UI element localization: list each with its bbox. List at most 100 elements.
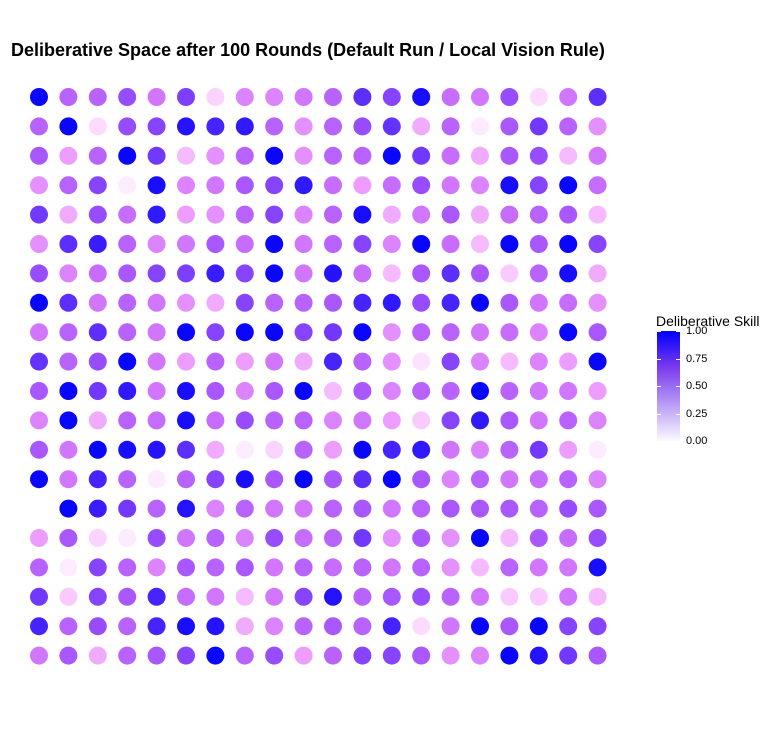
data-point	[265, 499, 284, 518]
data-point	[500, 323, 519, 342]
data-point	[177, 235, 195, 253]
data-point	[559, 558, 578, 577]
data-point	[588, 352, 607, 371]
data-point	[30, 176, 48, 195]
data-point	[353, 235, 372, 253]
data-point	[88, 176, 107, 195]
data-point	[59, 323, 78, 342]
data-point	[441, 617, 460, 636]
data-point	[294, 646, 313, 665]
data-point	[235, 176, 254, 195]
data-point	[88, 235, 107, 253]
data-point	[118, 440, 137, 459]
data-point	[59, 146, 78, 165]
data-point	[118, 587, 137, 606]
data-point	[235, 293, 254, 312]
data-point	[471, 323, 489, 342]
data-point	[559, 88, 578, 106]
data-point	[471, 117, 489, 136]
data-point	[59, 558, 78, 577]
data-point	[118, 382, 137, 400]
data-point	[294, 293, 313, 312]
data-point	[147, 529, 166, 547]
data-point	[529, 235, 548, 253]
data-point	[88, 293, 107, 312]
data-point	[529, 470, 548, 489]
data-point	[500, 117, 519, 136]
data-point	[118, 176, 137, 195]
data-point	[471, 558, 489, 577]
data-point	[441, 352, 460, 371]
data-point	[118, 117, 137, 136]
data-point	[588, 411, 607, 430]
data-point	[324, 117, 342, 136]
data-point	[147, 264, 166, 283]
data-point	[500, 382, 519, 400]
data-point	[294, 205, 313, 224]
data-point	[382, 88, 401, 106]
data-point	[324, 499, 342, 518]
data-point	[88, 352, 107, 371]
data-point	[147, 646, 166, 665]
data-point	[353, 176, 372, 195]
data-point	[441, 205, 460, 224]
data-point	[118, 558, 137, 577]
data-point	[235, 88, 254, 106]
data-point	[324, 293, 342, 312]
data-point	[588, 293, 607, 312]
data-point	[500, 264, 519, 283]
data-point	[88, 617, 107, 636]
data-point	[353, 617, 372, 636]
data-point	[382, 529, 401, 547]
data-point	[353, 558, 372, 577]
data-point	[118, 88, 137, 106]
data-point	[294, 587, 313, 606]
data-point	[382, 617, 401, 636]
data-point	[147, 117, 166, 136]
data-point	[294, 440, 313, 459]
data-point	[559, 382, 578, 400]
data-point	[118, 293, 137, 312]
data-point	[147, 323, 166, 342]
data-point	[265, 617, 284, 636]
data-point	[559, 587, 578, 606]
data-point	[500, 646, 519, 665]
data-point	[206, 558, 225, 577]
data-point	[265, 323, 284, 342]
data-point	[588, 529, 607, 547]
data-point	[559, 646, 578, 665]
data-point	[353, 88, 372, 106]
data-point	[265, 440, 284, 459]
data-point	[500, 88, 519, 106]
data-point	[471, 411, 489, 430]
data-point	[353, 646, 372, 665]
data-point	[441, 235, 460, 253]
legend-tick-mark	[657, 413, 661, 415]
data-point	[294, 323, 313, 342]
data-point	[471, 617, 489, 636]
data-point	[382, 646, 401, 665]
data-point	[235, 323, 254, 342]
data-point	[471, 146, 489, 165]
data-point	[59, 411, 78, 430]
data-point	[588, 587, 607, 606]
data-point	[206, 587, 225, 606]
data-point	[353, 440, 372, 459]
data-point	[177, 499, 195, 518]
data-point	[382, 205, 401, 224]
data-point	[559, 176, 578, 195]
data-point	[147, 88, 166, 106]
data-point	[500, 352, 519, 371]
data-point	[353, 470, 372, 489]
data-point	[206, 411, 225, 430]
data-point	[118, 499, 137, 518]
data-point	[118, 264, 137, 283]
data-point	[30, 617, 48, 636]
data-point	[588, 558, 607, 577]
data-point	[529, 411, 548, 430]
data-point	[235, 411, 254, 430]
data-point	[500, 558, 519, 577]
data-point	[59, 264, 78, 283]
data-point	[265, 411, 284, 430]
data-point	[147, 617, 166, 636]
